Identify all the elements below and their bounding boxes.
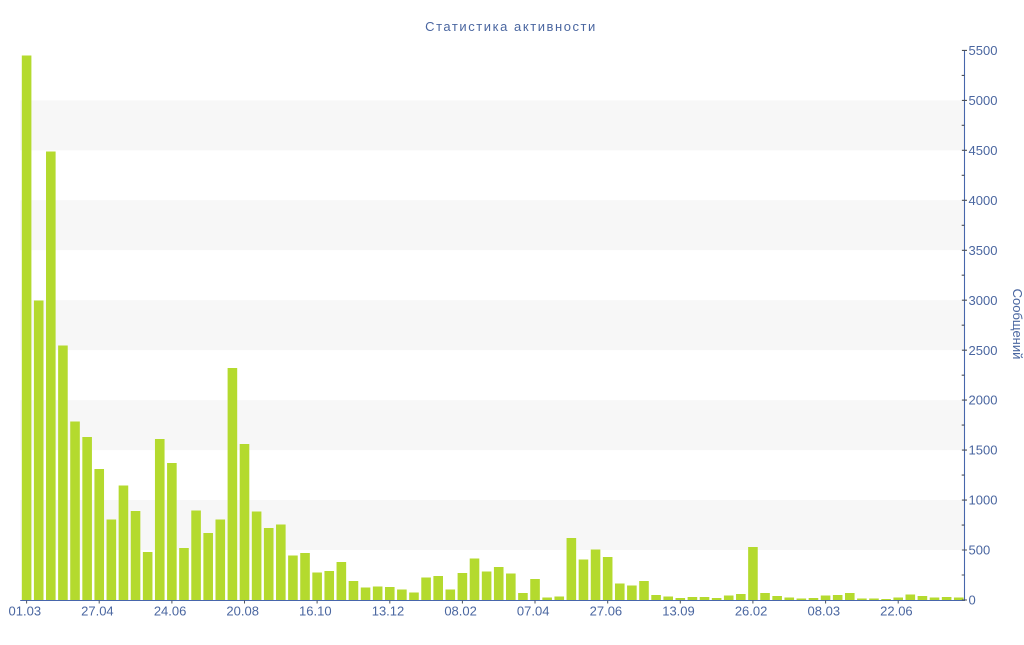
svg-text:0: 0	[969, 593, 976, 608]
svg-text:26.02: 26.02	[735, 604, 768, 619]
svg-text:27.04: 27.04	[81, 604, 114, 619]
svg-text:2500: 2500	[969, 343, 998, 358]
svg-text:2000: 2000	[969, 393, 998, 408]
svg-text:1000: 1000	[969, 493, 998, 508]
svg-text:22.06: 22.06	[880, 604, 913, 619]
svg-text:4000: 4000	[969, 193, 998, 208]
svg-text:20.08: 20.08	[226, 604, 259, 619]
svg-text:27.06: 27.06	[590, 604, 623, 619]
svg-text:5000: 5000	[969, 93, 998, 108]
svg-text:4500: 4500	[969, 143, 998, 158]
svg-text:1500: 1500	[969, 443, 998, 458]
svg-text:13.12: 13.12	[372, 604, 405, 619]
svg-text:08.02: 08.02	[444, 604, 477, 619]
svg-text:24.06: 24.06	[154, 604, 187, 619]
svg-text:Сообщений: Сообщений	[1010, 289, 1024, 360]
svg-text:3500: 3500	[969, 243, 998, 258]
svg-text:16.10: 16.10	[299, 604, 332, 619]
svg-text:5500: 5500	[969, 43, 998, 58]
svg-text:3000: 3000	[969, 293, 998, 308]
svg-text:01.03: 01.03	[9, 604, 42, 619]
svg-text:500: 500	[969, 543, 991, 558]
svg-text:08.03: 08.03	[808, 604, 841, 619]
svg-text:13.09: 13.09	[662, 604, 695, 619]
svg-text:07.04: 07.04	[517, 604, 550, 619]
svg-text:Статистика активности: Статистика активности	[425, 19, 597, 34]
